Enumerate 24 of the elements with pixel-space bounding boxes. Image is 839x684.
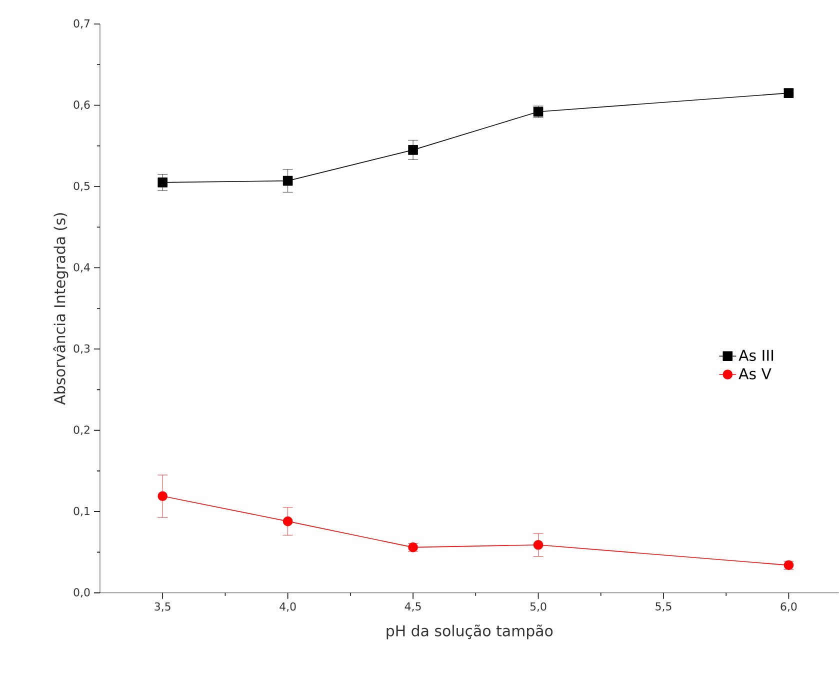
y-tick-label: 0,6 [74, 100, 90, 110]
point [408, 145, 418, 155]
point [282, 176, 293, 186]
y-tick-label: 0,3 [74, 344, 90, 354]
point [282, 516, 293, 526]
y-tick-label: 0,7 [74, 19, 90, 29]
y-tick-label: 0,5 [74, 182, 90, 192]
y-tick-label: 0,1 [74, 506, 90, 516]
legend-label: As III [738, 350, 774, 362]
x-tick-label: 4,0 [280, 602, 296, 612]
y-tick-label: 0,4 [74, 263, 90, 273]
x-tick-label: 4,5 [404, 602, 421, 612]
x-tick-label: 5,0 [530, 602, 546, 612]
x-tick-label: 6,0 [780, 602, 797, 612]
y-tick-label: 0,2 [74, 426, 90, 436]
point [158, 178, 168, 188]
y-axis-title: Absorvância Integrada (s) [53, 213, 68, 405]
point [158, 491, 168, 502]
x-tick-label: 5,5 [656, 602, 672, 612]
point [533, 540, 544, 550]
x-tick-label: 3,5 [154, 602, 170, 612]
y-tick-label: 0,0 [74, 588, 90, 598]
x-axis-title: pH da solução tampão [386, 624, 553, 640]
legend-label: As V [738, 368, 772, 380]
